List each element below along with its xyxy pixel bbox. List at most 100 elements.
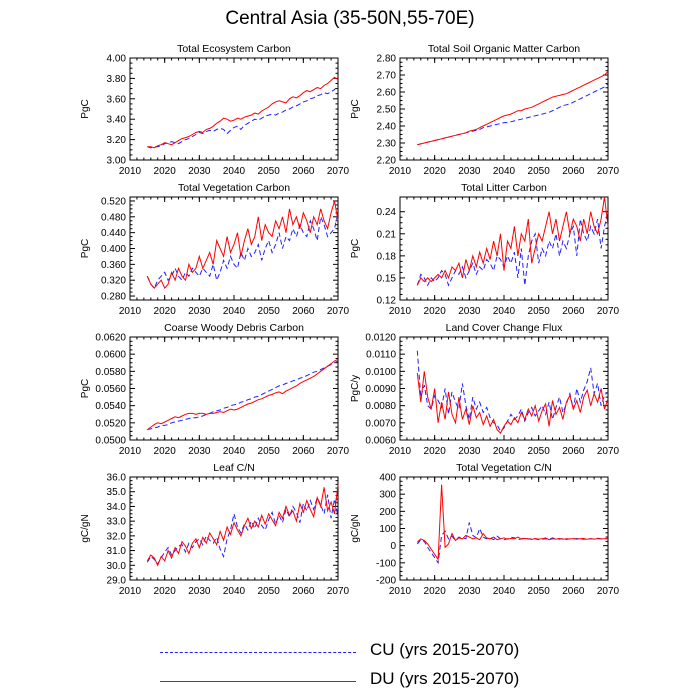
y-tick-label: 31.0 [107,546,127,557]
x-tick-label: 2070 [597,166,620,177]
y-tick-label: 2.70 [377,71,397,82]
y-tick-label: 3.40 [107,115,127,126]
y-tick-label: 0.0620 [95,333,126,344]
x-tick-label: 2060 [562,166,585,177]
x-tick-label: 2070 [597,306,620,317]
x-tick-label: 2070 [327,586,350,597]
chart-title: Total Ecosystem Carbon [177,43,291,55]
x-tick-label: 2040 [493,446,516,457]
x-tick-label: 2040 [223,306,246,317]
x-tick-label: 2020 [154,446,177,457]
y-axis-label: PgC [80,99,91,118]
y-tick-label: 0.280 [101,292,126,303]
chart-panel-3: Total Vegetation Carbon PgC 2010 2020 2030 20… [80,182,350,317]
y-tick-label: 0.0070 [365,418,396,429]
x-tick-label: 2010 [119,586,142,597]
x-tick-label: 2070 [327,166,350,177]
x-tick-label: 2040 [493,166,516,177]
chart-panel-6: Land Cover Change Flux PgC/y 2010 2020 2030 2… [350,322,620,457]
x-tick-label: 2060 [562,446,585,457]
plot-frame [399,336,609,441]
y-tick-label: 0 [390,541,396,552]
plot-frame [399,196,609,301]
chart-panel-5: Coarse Woody Debris Carbon PgC 2010 2020 203… [80,322,350,457]
chart-title: Coarse Woody Debris Carbon [164,322,304,334]
y-tick-label: 2.30 [377,139,397,150]
x-tick-label: 2010 [389,586,412,597]
y-tick-label: 30.0 [107,561,127,572]
legend-label-cu: CU (yrs 2015-2070) [370,640,520,659]
x-tick-label: 2060 [292,446,315,457]
x-tick-label: 2020 [154,306,177,317]
y-tick-label: 0.0600 [95,350,126,361]
x-tick-label: 2070 [597,446,620,457]
y-tick-label: 3.60 [107,94,127,105]
y-tick-label: 3.80 [107,74,127,85]
y-tick-label: 0.0560 [95,384,126,395]
y-tick-label: 29.0 [107,576,127,587]
y-tick-label: 0.18 [377,251,397,262]
series-line-du [416,371,609,434]
x-tick-label: 2040 [493,586,516,597]
x-tick-label: 2020 [424,446,447,457]
y-tick-label: 36.0 [107,473,127,484]
x-tick-label: 2050 [528,306,551,317]
y-axis-label: PgC/y [350,375,361,402]
series-line-cu [417,83,609,146]
x-tick-label: 2050 [258,446,281,457]
legend-swatch-cu [160,652,356,653]
figure-title: Central Asia (35-50N,55-70E) [225,8,475,29]
y-tick-label: 33.0 [107,517,127,528]
y-tick-label: 4.00 [107,54,127,65]
plot-frame [129,336,339,441]
y-tick-label: 2.60 [377,88,397,99]
y-tick-label: 0.0060 [365,436,396,447]
x-tick-label: 2010 [389,306,412,317]
y-tick-label: 0.440 [101,228,126,239]
y-tick-label: 0.360 [101,260,126,271]
chart-panel-1: Total Ecosystem Carbon PgC 2010 2020 2030 204… [80,43,350,177]
y-tick-label: 0.12 [377,296,397,307]
x-tick-label: 2010 [119,306,142,317]
plot-frame [399,476,609,581]
y-tick-label: 0.0090 [365,384,396,395]
chart-panel-8: Total Vegetation C/N gC/gN 2010 2020 2030 204… [350,462,620,597]
y-axis-label: PgC [350,239,361,258]
x-tick-label: 2020 [154,586,177,597]
y-tick-label: 300 [379,490,396,501]
y-tick-label: 2.40 [377,122,397,133]
y-tick-label: 0.24 [377,207,397,218]
legend-label-du: DU (yrs 2015-2070) [370,669,520,688]
plot-frame [399,57,609,161]
x-tick-label: 2030 [458,166,481,177]
y-tick-label: 0.320 [101,276,126,287]
chart-title: Land Cover Change Flux [446,322,563,334]
x-tick-label: 2040 [223,166,246,177]
series-line-du [416,196,609,286]
x-tick-label: 2050 [258,586,281,597]
y-axis-label: PgC [80,379,91,398]
plot-frame [129,196,339,301]
y-tick-label: 32.0 [107,531,127,542]
x-tick-label: 2070 [597,586,620,597]
x-tick-label: 2050 [528,446,551,457]
x-tick-label: 2020 [154,166,177,177]
y-tick-label: 0.400 [101,244,126,255]
y-tick-label: 0.0500 [95,436,126,447]
x-tick-label: 2070 [327,446,350,457]
x-tick-label: 2040 [223,446,246,457]
y-tick-label: 0.0080 [365,401,396,412]
y-tick-label: -100 [376,558,396,569]
x-tick-label: 2060 [292,586,315,597]
y-tick-label: 2.20 [377,156,397,167]
chart-title: Total Vegetation C/N [456,462,552,474]
y-tick-label: -200 [376,576,396,587]
y-tick-label: 0.15 [377,273,397,284]
x-tick-label: 2060 [292,166,315,177]
series-line-cu [416,350,609,433]
chart-panel-7: Leaf C/N gC/gN 2010 2020 2030 2040 2050 2060 207… [80,462,350,597]
series-line-du [146,200,339,290]
series-line-cu [147,85,339,149]
x-tick-label: 2030 [458,446,481,457]
